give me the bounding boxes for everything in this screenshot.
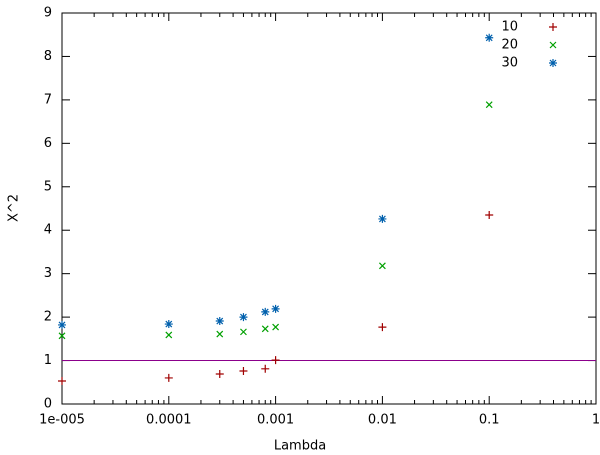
- data-point: [165, 331, 173, 339]
- data-point: [240, 328, 247, 336]
- data-point: [164, 373, 173, 382]
- x-tick-label: 0.0001: [146, 413, 192, 428]
- plot-frame: [61, 12, 597, 405]
- x-tick-label: 0.01: [368, 413, 397, 428]
- data-point: [378, 323, 387, 332]
- y-tick-label: 3: [44, 266, 52, 281]
- data-point: [378, 214, 387, 223]
- x-tick-label: 1: [592, 413, 600, 428]
- y-tick-label: 0: [44, 397, 52, 412]
- data-point: [271, 356, 280, 365]
- legend-marker: [549, 59, 557, 67]
- y-tick-label: 5: [44, 179, 52, 194]
- y-tick-label: 2: [44, 310, 52, 325]
- legend-marker: [549, 41, 557, 49]
- data-point: [485, 33, 494, 42]
- data-point: [261, 364, 270, 373]
- data-point: [164, 320, 173, 329]
- data-point: [58, 376, 66, 385]
- x-tick-label: 1e-005: [39, 413, 85, 428]
- data-point: [239, 313, 248, 322]
- legend-marker: [549, 23, 557, 31]
- data-point: [58, 320, 66, 329]
- legend-label: 10: [501, 20, 518, 35]
- y-tick-label: 1: [44, 353, 52, 368]
- data-point: [485, 101, 493, 109]
- data-point: [261, 325, 269, 333]
- data-point: [215, 370, 224, 379]
- data-point: [485, 211, 494, 220]
- data-point: [378, 262, 386, 270]
- x-tick-label: 0.1: [479, 413, 500, 428]
- data-point: [215, 317, 224, 326]
- data-point: [216, 330, 224, 338]
- y-tick-label: 4: [44, 223, 52, 238]
- data-point: [272, 323, 280, 331]
- y-tick-label: 6: [44, 136, 52, 151]
- legend-label: 30: [501, 56, 518, 71]
- x-axis-label: Lambda: [274, 439, 326, 454]
- data-point: [261, 307, 270, 316]
- data-point: [239, 366, 248, 375]
- y-axis-label: X^2: [7, 194, 22, 222]
- x-tick-label: 0.001: [257, 413, 294, 428]
- data-point: [271, 304, 280, 313]
- legend-label: 20: [501, 38, 518, 53]
- y-tick-label: 9: [44, 6, 52, 21]
- y-tick-label: 8: [44, 49, 52, 64]
- data-point: [58, 332, 66, 340]
- y-tick-label: 7: [44, 92, 52, 107]
